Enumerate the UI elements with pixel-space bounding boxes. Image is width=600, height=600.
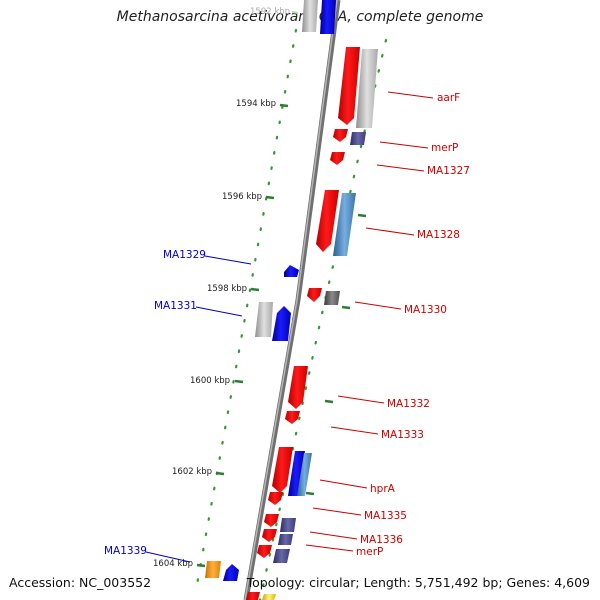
scale-tick: 1600 kbp	[190, 376, 244, 386]
gene-MA1329	[284, 265, 299, 277]
gene-MA1331	[255, 302, 291, 341]
tick-label-1592: 1592 kbp	[250, 7, 290, 17]
scale-tick: 1592 kbp	[250, 7, 299, 17]
accession-text: Accession: NC_003552	[9, 575, 152, 590]
tick-label-1600: 1600 kbp	[190, 376, 230, 386]
gene-label-merP-2[interactable]: merP	[356, 546, 383, 558]
gene-MA1328	[316, 190, 356, 256]
gene-aarF	[338, 47, 378, 128]
tick-label-1604: 1604 kbp	[153, 559, 193, 569]
gene-MA1336	[262, 514, 296, 545]
gene-merP	[333, 129, 366, 145]
gene-label-MA1327[interactable]: MA1327	[427, 165, 470, 177]
gene-label-MA1336[interactable]: MA1336	[360, 534, 403, 546]
gene-partial-top	[302, 0, 336, 34]
gene-label-hprA[interactable]: hprA	[370, 483, 396, 495]
gene-label-MA1333[interactable]: MA1333	[381, 429, 424, 441]
scale-tick: 1594 kbp	[236, 99, 289, 109]
tick-label-1598: 1598 kbp	[207, 284, 247, 294]
scale-tick: 1604 kbp	[153, 559, 206, 569]
tick-label-1594: 1594 kbp	[236, 99, 276, 109]
gene-label-MA1329[interactable]: MA1329	[163, 249, 206, 261]
genome-backbone	[243, 0, 341, 600]
gene-label-MA1328[interactable]: MA1328	[417, 229, 460, 241]
gene-MA1339	[205, 561, 239, 581]
scale-tick: 1602 kbp	[172, 467, 225, 477]
gene-label-MA1339[interactable]: MA1339	[104, 545, 147, 557]
scale-tick: 1598 kbp	[207, 284, 260, 294]
genome-summary-text: Topology: circular; Length: 5,751,492 bp…	[246, 575, 590, 590]
gene-label-MA1330[interactable]: MA1330	[404, 304, 447, 316]
scale-tick: 1596 kbp	[222, 192, 275, 202]
label-leaders	[145, 91, 434, 563]
gene-label-MA1335[interactable]: MA1335	[364, 510, 407, 522]
gene-hprA	[272, 447, 312, 496]
gene-partial-bottom	[246, 592, 276, 600]
gene-label-aarF[interactable]: aarF	[437, 92, 460, 104]
gene-MA1335	[268, 492, 283, 505]
inner-dotted-guide	[194, 28, 298, 592]
map-title: Methanosarcina acetivorans C2A, complete…	[116, 9, 484, 25]
gene-MA1333	[285, 411, 300, 424]
gene-label-MA1331[interactable]: MA1331	[154, 300, 197, 312]
tick-label-1596: 1596 kbp	[222, 192, 262, 202]
gene-label-merP[interactable]: merP	[431, 142, 458, 154]
gene-label-MA1332[interactable]: MA1332	[387, 398, 430, 410]
gene-merP-2	[257, 545, 290, 563]
gene-MA1332	[288, 366, 308, 409]
gene-MA1330	[307, 288, 340, 305]
tick-label-1602: 1602 kbp	[172, 467, 212, 477]
gene-MA1327	[330, 152, 345, 165]
